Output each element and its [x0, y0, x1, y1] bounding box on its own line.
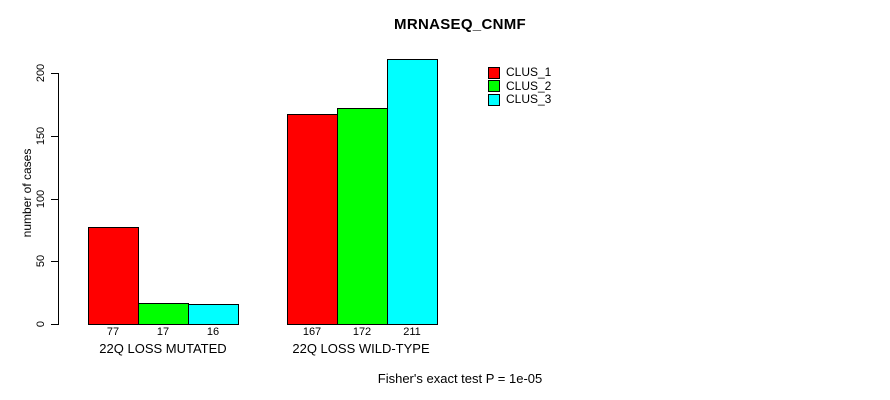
- y-axis-tick-mark: [51, 261, 58, 262]
- bar-clus_2-group2: [337, 108, 388, 325]
- fisher-test-annotation: Fisher's exact test P = 1e-05: [377, 371, 543, 386]
- bar-value-label: 167: [302, 326, 322, 338]
- legend-item-clus_2: CLUS_2: [488, 78, 552, 94]
- x-group-label-mutated: 22Q LOSS MUTATED: [99, 341, 227, 356]
- bar-value-label: 172: [352, 326, 372, 338]
- y-axis-tick-mark: [51, 73, 58, 74]
- legend-label: CLUS_1: [506, 65, 552, 79]
- legend: CLUS_1 CLUS_2 CLUS_3: [488, 65, 552, 107]
- y-axis-tick-mark: [51, 324, 58, 325]
- bar-clus_3-group2: [387, 59, 438, 325]
- bar-value-label: 16: [206, 326, 220, 338]
- legend-item-clus_1: CLUS_1: [488, 65, 552, 80]
- y-axis-tick-label: 100: [35, 189, 47, 209]
- legend-label: CLUS_2: [506, 78, 552, 93]
- y-axis-tick-mark: [51, 199, 58, 200]
- legend-label: CLUS_3: [506, 92, 552, 106]
- bar-value-label: 211: [403, 326, 421, 338]
- bar-clus_1-group1: [88, 227, 139, 325]
- bar-clus_3-group1: [188, 304, 239, 325]
- legend-swatch-icon: [488, 80, 500, 93]
- legend-swatch-icon: [488, 66, 500, 79]
- legend-swatch-icon: [488, 93, 500, 106]
- y-axis-tick-label: 200: [35, 63, 47, 83]
- y-axis-tick-label: 50: [35, 254, 47, 268]
- bar-value-label: 77: [106, 326, 120, 338]
- y-axis-tick-label: 150: [35, 126, 47, 146]
- y-axis-title: number of cases: [20, 148, 34, 238]
- chart-title: MRNASEQ_CNMF: [394, 16, 526, 33]
- y-axis-tick-label: 0: [35, 320, 47, 328]
- bar-clus_1-group2: [287, 114, 338, 325]
- legend-item-clus_3: CLUS_3: [488, 92, 552, 107]
- x-group-label-wild-type: 22Q LOSS WILD-TYPE: [292, 341, 430, 356]
- bar-clus_2-group1: [138, 303, 189, 325]
- y-axis-line: [58, 73, 59, 325]
- bar-value-label: 17: [156, 326, 170, 338]
- y-axis-tick-mark: [51, 136, 58, 137]
